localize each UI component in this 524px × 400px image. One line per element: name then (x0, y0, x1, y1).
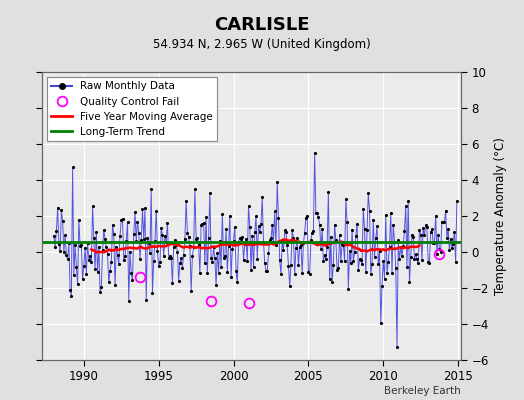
Text: CARLISLE: CARLISLE (214, 16, 310, 34)
Text: Berkeley Earth: Berkeley Earth (385, 386, 461, 396)
Text: 54.934 N, 2.965 W (United Kingdom): 54.934 N, 2.965 W (United Kingdom) (153, 38, 371, 51)
Legend: Raw Monthly Data, Quality Control Fail, Five Year Moving Average, Long-Term Tren: Raw Monthly Data, Quality Control Fail, … (47, 77, 217, 141)
Y-axis label: Temperature Anomaly (°C): Temperature Anomaly (°C) (495, 137, 507, 295)
